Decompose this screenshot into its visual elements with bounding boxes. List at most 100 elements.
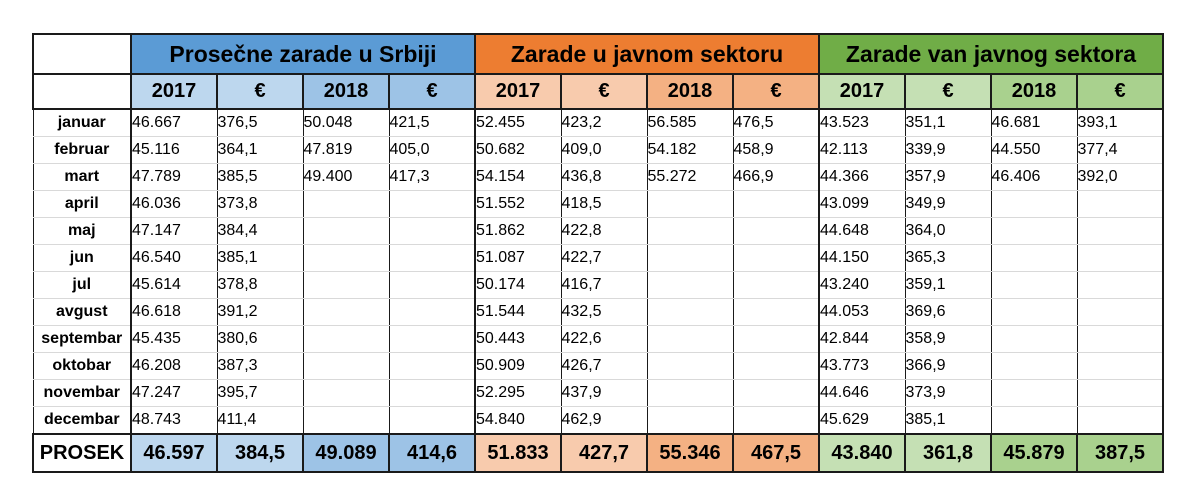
table-cell[interactable] xyxy=(1076,352,1164,380)
table-cell[interactable]: 43.240 xyxy=(818,271,906,299)
table-cell[interactable]: 436,8 xyxy=(560,163,648,191)
table-cell[interactable]: 54.154 xyxy=(474,163,562,191)
table-cell[interactable]: 466,9 xyxy=(732,163,820,191)
table-cell[interactable]: 422,6 xyxy=(560,325,648,353)
table-cell[interactable] xyxy=(302,190,390,218)
table-cell[interactable]: 373,8 xyxy=(216,190,304,218)
table-cell[interactable]: 357,9 xyxy=(904,163,992,191)
table-cell[interactable] xyxy=(388,352,476,380)
table-cell[interactable] xyxy=(1076,244,1164,272)
table-cell[interactable]: 369,6 xyxy=(904,298,992,326)
table-cell[interactable] xyxy=(990,325,1078,353)
table-cell[interactable]: 45.614 xyxy=(130,271,218,299)
table-cell[interactable]: 47.789 xyxy=(130,163,218,191)
table-cell[interactable] xyxy=(646,271,734,299)
table-cell[interactable] xyxy=(732,190,820,218)
table-cell[interactable] xyxy=(1076,298,1164,326)
table-cell[interactable]: 385,1 xyxy=(216,244,304,272)
table-cell[interactable]: 365,3 xyxy=(904,244,992,272)
table-cell[interactable] xyxy=(990,244,1078,272)
table-cell[interactable]: 46.406 xyxy=(990,163,1078,191)
table-cell[interactable]: 43.773 xyxy=(818,352,906,380)
table-cell[interactable]: 46.618 xyxy=(130,298,218,326)
table-cell[interactable] xyxy=(1076,325,1164,353)
table-cell[interactable]: 422,8 xyxy=(560,217,648,245)
table-cell[interactable] xyxy=(646,352,734,380)
table-cell[interactable]: 50.909 xyxy=(474,352,562,380)
table-cell[interactable]: 46.540 xyxy=(130,244,218,272)
table-cell[interactable]: 47.247 xyxy=(130,379,218,407)
table-cell[interactable]: 359,1 xyxy=(904,271,992,299)
table-cell[interactable] xyxy=(732,271,820,299)
table-cell[interactable]: 51.552 xyxy=(474,190,562,218)
table-cell[interactable] xyxy=(302,298,390,326)
table-cell[interactable]: 50.174 xyxy=(474,271,562,299)
table-cell[interactable] xyxy=(990,379,1078,407)
table-cell[interactable] xyxy=(1076,271,1164,299)
table-cell[interactable]: 45.629 xyxy=(818,406,906,435)
table-cell[interactable] xyxy=(302,217,390,245)
table-cell[interactable]: 380,6 xyxy=(216,325,304,353)
table-cell[interactable]: 458,9 xyxy=(732,136,820,164)
table-cell[interactable] xyxy=(302,244,390,272)
table-cell[interactable] xyxy=(990,298,1078,326)
table-cell[interactable] xyxy=(388,298,476,326)
table-cell[interactable]: 417,3 xyxy=(388,163,476,191)
table-cell[interactable]: 51.862 xyxy=(474,217,562,245)
table-cell[interactable]: 42.844 xyxy=(818,325,906,353)
table-cell[interactable]: 43.099 xyxy=(818,190,906,218)
table-cell[interactable]: 45.116 xyxy=(130,136,218,164)
table-cell[interactable]: 56.585 xyxy=(646,108,734,137)
table-cell[interactable]: 387,3 xyxy=(216,352,304,380)
table-cell[interactable]: 339,9 xyxy=(904,136,992,164)
table-cell[interactable] xyxy=(388,271,476,299)
table-cell[interactable]: 418,5 xyxy=(560,190,648,218)
table-cell[interactable] xyxy=(302,379,390,407)
table-cell[interactable] xyxy=(302,271,390,299)
table-cell[interactable] xyxy=(732,244,820,272)
table-cell[interactable]: 52.455 xyxy=(474,108,562,137)
table-cell[interactable]: 49.400 xyxy=(302,163,390,191)
table-cell[interactable] xyxy=(388,325,476,353)
table-cell[interactable]: 392,0 xyxy=(1076,163,1164,191)
table-cell[interactable]: 409,0 xyxy=(560,136,648,164)
table-cell[interactable]: 391,2 xyxy=(216,298,304,326)
table-cell[interactable] xyxy=(732,217,820,245)
table-cell[interactable]: 47.147 xyxy=(130,217,218,245)
table-cell[interactable]: 358,9 xyxy=(904,325,992,353)
table-cell[interactable]: 46.667 xyxy=(130,108,218,137)
table-cell[interactable] xyxy=(732,352,820,380)
table-cell[interactable]: 421,5 xyxy=(388,108,476,137)
table-cell[interactable] xyxy=(302,325,390,353)
table-cell[interactable]: 51.087 xyxy=(474,244,562,272)
table-cell[interactable]: 476,5 xyxy=(732,108,820,137)
table-cell[interactable]: 44.550 xyxy=(990,136,1078,164)
table-cell[interactable]: 385,1 xyxy=(904,406,992,435)
table-cell[interactable]: 44.150 xyxy=(818,244,906,272)
table-cell[interactable] xyxy=(646,379,734,407)
table-cell[interactable]: 349,9 xyxy=(904,190,992,218)
table-cell[interactable] xyxy=(646,190,734,218)
table-cell[interactable] xyxy=(732,298,820,326)
table-cell[interactable]: 51.544 xyxy=(474,298,562,326)
table-cell[interactable] xyxy=(990,271,1078,299)
table-cell[interactable] xyxy=(732,406,820,435)
table-cell[interactable]: 423,2 xyxy=(560,108,648,137)
table-cell[interactable]: 377,4 xyxy=(1076,136,1164,164)
table-cell[interactable]: 47.819 xyxy=(302,136,390,164)
table-cell[interactable] xyxy=(388,406,476,435)
table-cell[interactable]: 48.743 xyxy=(130,406,218,435)
table-cell[interactable] xyxy=(388,244,476,272)
table-cell[interactable] xyxy=(1076,217,1164,245)
table-cell[interactable] xyxy=(732,379,820,407)
table-cell[interactable]: 411,4 xyxy=(216,406,304,435)
table-cell[interactable] xyxy=(990,406,1078,435)
table-cell[interactable]: 462,9 xyxy=(560,406,648,435)
table-cell[interactable] xyxy=(646,406,734,435)
table-cell[interactable]: 54.182 xyxy=(646,136,734,164)
table-cell[interactable]: 426,7 xyxy=(560,352,648,380)
table-cell[interactable] xyxy=(646,298,734,326)
table-cell[interactable] xyxy=(732,325,820,353)
table-cell[interactable]: 364,0 xyxy=(904,217,992,245)
table-cell[interactable] xyxy=(646,217,734,245)
